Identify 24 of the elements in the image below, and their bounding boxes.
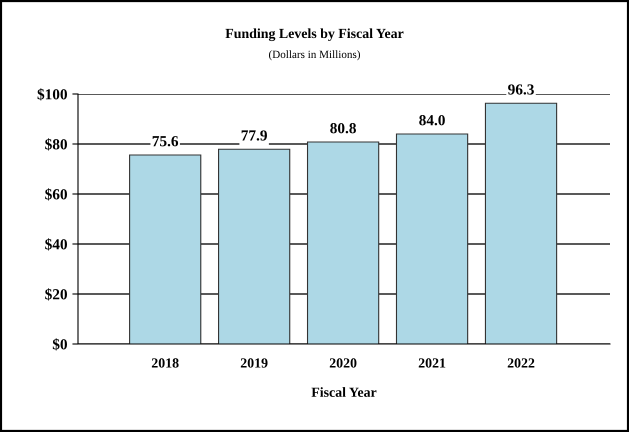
bar (396, 133, 468, 344)
x-axis-title: Fiscal Year (312, 387, 376, 397)
x-tick-label: 2022 (508, 358, 534, 368)
y-tick-label: $0 (52, 338, 67, 350)
data-label: 77.9 (242, 130, 267, 141)
bar (306, 141, 380, 344)
x-tick-label: 2019 (240, 358, 268, 368)
data-label: 84.0 (419, 115, 445, 126)
chart-title: Funding Levels by Fiscal Year (225, 28, 404, 42)
x-tick-label: 2018 (152, 358, 179, 368)
chart-subtitle: (Dollars in Millions) (269, 50, 360, 60)
y-tick-label: $100 (38, 88, 67, 100)
y-tick-label: $80 (45, 138, 67, 150)
x-tick-label: 2021 (418, 358, 446, 368)
bar (218, 148, 290, 344)
data-label: 80.8 (330, 123, 356, 134)
data-label: 75.6 (152, 136, 178, 146)
y-tick-label: $20 (45, 288, 67, 300)
y-tick-label: $60 (45, 188, 67, 200)
y-tick-label: $40 (45, 238, 67, 250)
x-tick-label: 2020 (330, 358, 356, 368)
bar (484, 102, 558, 344)
bar (129, 154, 202, 344)
data-label: 96.3 (508, 84, 534, 95)
